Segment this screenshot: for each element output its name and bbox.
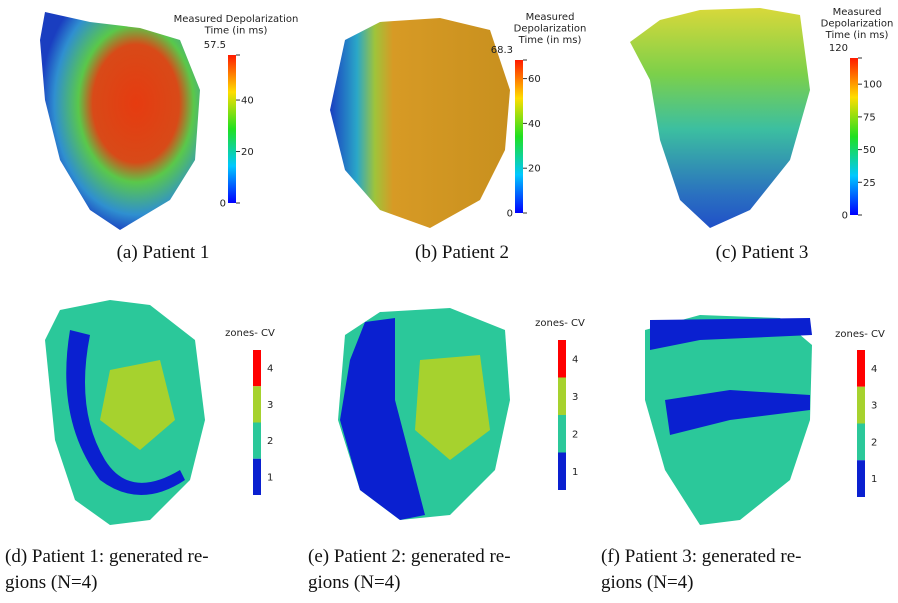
colorbar-tick-label: 0 [842,211,848,222]
caption: (c) Patient 3 [716,242,809,263]
colorbar-tick-label: 3 [871,401,877,412]
colorbar-tick-label: 1 [267,472,273,483]
colorbar-title: Measured Depolarization [174,14,299,25]
colorbar-tick-label: 2 [871,437,877,448]
colorbar-segment [253,386,261,423]
colorbar-tick-label: 0 [220,199,226,210]
colorbar-tick-label: 2 [572,429,578,440]
colorbar-title: Measured [526,12,575,23]
colorbar [515,60,523,213]
colorbar-segment [857,350,865,387]
colorbar-tick-label: 57.5 [204,40,226,51]
colorbar-title: Depolarization [514,24,587,35]
colorbar-tick-label: 1 [871,474,877,485]
colorbar-title: zones- CV [535,318,585,329]
caption: gions (N=4) [5,572,98,593]
colorbar-tick-label: 60 [528,74,541,85]
colorbar-title: Measured [833,7,882,18]
colorbar-tick-label: 4 [267,364,273,375]
colorbar [228,55,236,203]
colorbar-tick-label: 75 [863,112,876,123]
colorbar-tick-label: 4 [871,364,877,375]
colorbar-segment [558,415,566,453]
colorbar-tick-label: 20 [528,164,541,175]
colorbar-tick-label: 0 [507,209,513,220]
caption: (e) Patient 2: generated re- [308,546,511,567]
colorbar-tick-label: 3 [267,400,273,411]
colorbar [850,58,858,215]
caption: (f) Patient 3: generated re- [601,546,801,567]
colorbar-title: Time (in ms) [825,30,889,41]
colorbar-tick-label: 3 [572,392,578,403]
colorbar-segment [253,350,261,387]
colorbar-tick-label: 25 [863,178,876,189]
caption: gions (N=4) [308,572,401,593]
caption: (d) Patient 1: generated re- [5,546,209,567]
colorbar-title: zones- CV [835,329,885,340]
heart-render [40,8,812,525]
colorbar-segment [558,377,566,415]
colorbar-tick-label: 100 [863,80,882,91]
colorbar-segment [558,340,566,378]
colorbar-segment [253,458,261,495]
colorbar-tick-label: 120 [829,43,848,54]
colorbar-title: Depolarization [821,19,894,30]
colorbar-tick-label: 40 [241,96,254,107]
colorbar-segment [253,422,261,459]
colorbar-tick-label: 4 [572,354,578,365]
colorbar-segment [857,386,865,424]
colorbar-tick-label: 50 [863,145,876,156]
colorbar-tick-label: 68.3 [491,45,513,56]
colorbar-tick-label: 2 [267,436,273,447]
colorbar-title: Time (in ms) [204,26,268,37]
caption: gions (N=4) [601,572,694,593]
colorbar-tick-label: 1 [572,467,578,478]
colorbar-title: zones- CV [225,328,275,339]
colorbar-tick-label: 40 [528,119,541,130]
caption: (b) Patient 2 [415,242,509,263]
colorbar-segment [558,452,566,490]
colorbar-segment [857,460,865,497]
caption: (a) Patient 1 [117,242,210,263]
colorbar-title: Time (in ms) [518,35,582,46]
colorbar-tick-label: 20 [241,147,254,158]
colorbar-segment [857,423,865,461]
